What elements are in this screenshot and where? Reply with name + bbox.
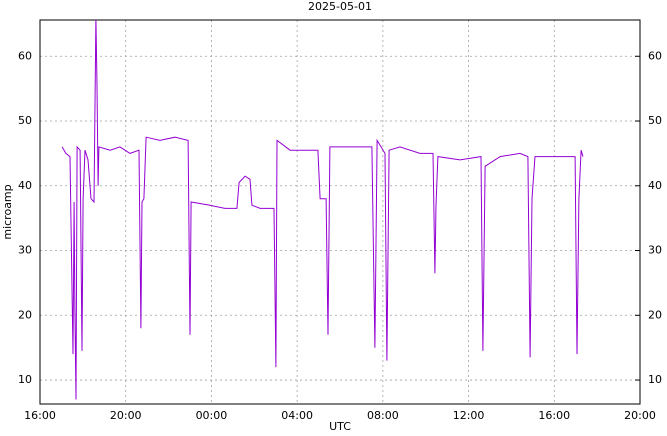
x-axis-label: UTC (329, 420, 351, 432)
x-tick-label: 00:00 (196, 409, 228, 422)
data-line (61, 20, 584, 400)
x-tick-label: 16:00 (24, 409, 56, 422)
x-tick-label: 04:00 (281, 409, 313, 422)
plot-border (39, 19, 641, 405)
x-tick-label: 08:00 (367, 409, 399, 422)
y-tick-label: 50 (18, 114, 32, 127)
y-axis-label: microamp (1, 184, 14, 239)
chart-title: 2025-05-01 (308, 0, 372, 13)
y-tick-label: 60 (18, 49, 32, 62)
x-tick-label: 16:00 (538, 409, 570, 422)
y2-tick-label: 40 (648, 179, 662, 192)
y2-tick-label: 30 (648, 244, 662, 257)
y2-tick-label: 10 (648, 373, 662, 386)
y2-tick-label: 50 (648, 114, 662, 127)
y2-tick-label: 60 (648, 49, 662, 62)
y2-tick-label: 20 (648, 308, 662, 321)
x-tick-label: 20:00 (110, 409, 142, 422)
y-tick-label: 20 (18, 308, 32, 321)
x-tick-label: 12:00 (453, 409, 485, 422)
y-tick-label: 40 (18, 179, 32, 192)
y-tick-label: 10 (18, 373, 32, 386)
x-tick-label: 20:00 (624, 409, 656, 422)
y-tick-label: 30 (18, 244, 32, 257)
